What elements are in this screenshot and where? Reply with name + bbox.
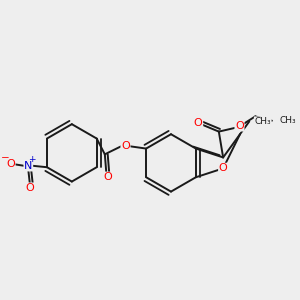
Text: CH₃: CH₃ — [279, 116, 296, 125]
Text: O: O — [219, 164, 227, 173]
Text: +: + — [28, 155, 35, 164]
Text: N: N — [24, 161, 32, 171]
Text: O: O — [103, 172, 112, 182]
Text: O: O — [26, 183, 34, 193]
Text: O: O — [121, 141, 130, 151]
Text: O: O — [6, 159, 15, 169]
Text: −: − — [1, 153, 10, 163]
Text: O: O — [194, 118, 203, 128]
Text: O: O — [235, 121, 244, 131]
Text: CH₃: CH₃ — [254, 117, 271, 126]
